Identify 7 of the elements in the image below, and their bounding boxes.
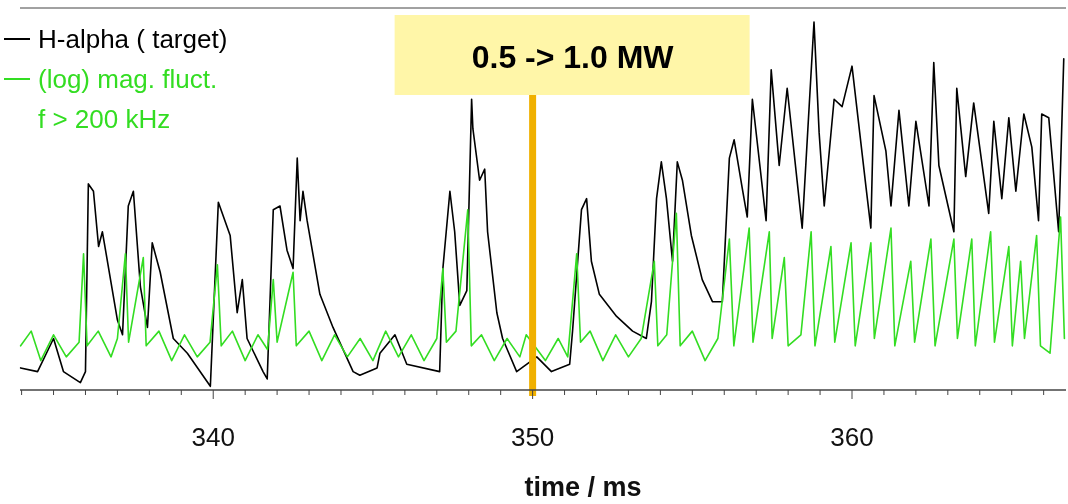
x-tick-label: 360 (830, 422, 874, 452)
x-tick-label: 350 (510, 422, 555, 452)
legend-label: (log) mag. fluct. f > 200 kHz (38, 64, 218, 134)
x-tick-label: 340 (191, 422, 235, 452)
legend-label: H-alpha ( target) (38, 24, 228, 54)
x-axis-title: time / ms (524, 472, 642, 502)
ref-line-label: 0.5 -> 1.0 MW (471, 39, 675, 75)
